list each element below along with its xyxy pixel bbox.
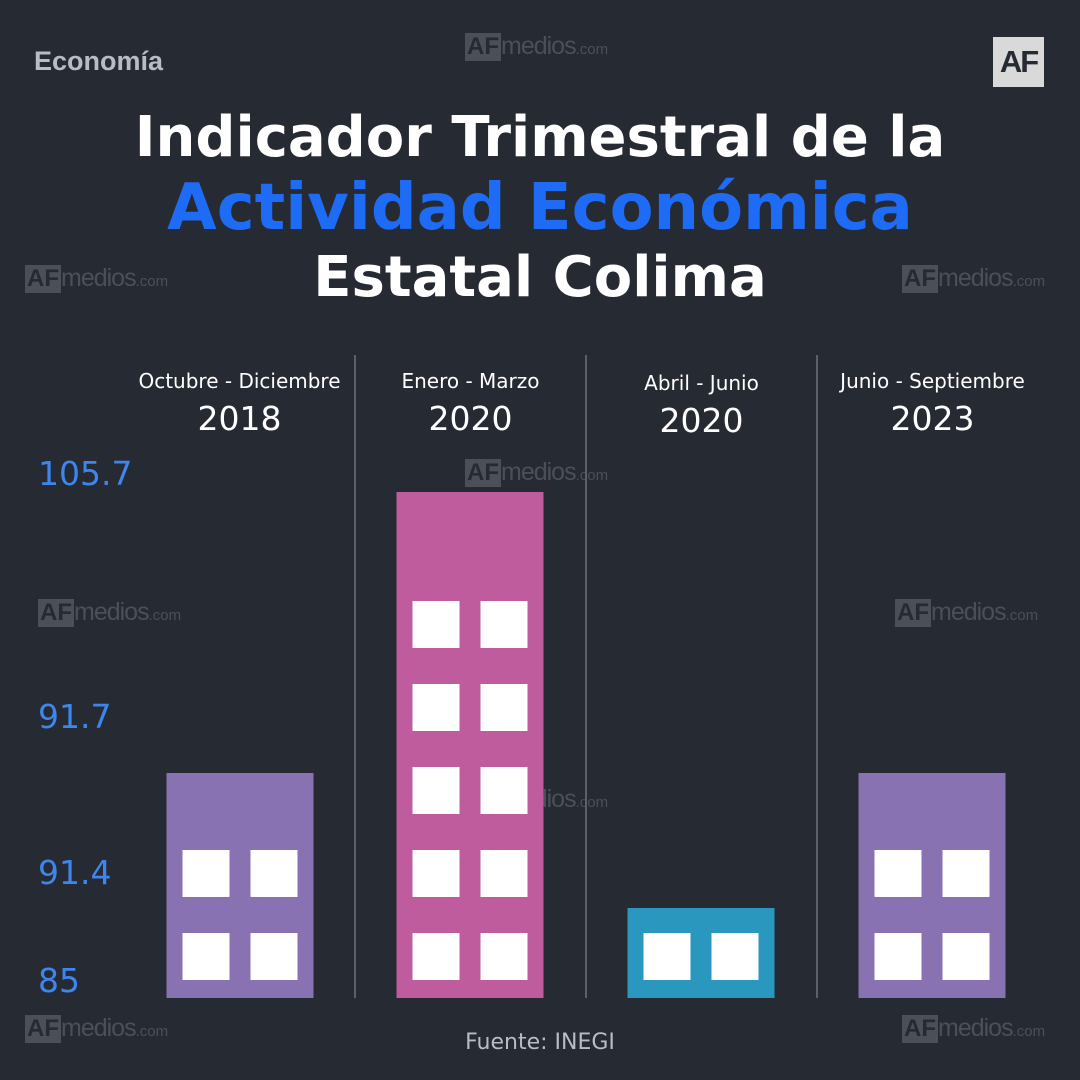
title-line-3: Estatal Colima	[313, 245, 767, 310]
watermark-com: .com	[148, 607, 182, 624]
bar-2020-2	[396, 492, 544, 998]
watermark-af: AF	[25, 1015, 61, 1043]
watermark-af: AF	[902, 265, 938, 293]
watermark: AFmedios.com	[38, 598, 181, 627]
watermark: AFmedios.com	[902, 1014, 1045, 1043]
bar-window	[480, 850, 528, 897]
bar-window	[182, 850, 230, 897]
column-year: 2023	[890, 399, 975, 438]
bar-window	[412, 601, 460, 648]
column-period: Enero - Marzo	[401, 369, 540, 393]
title-line-1: Indicador Trimestral de la	[134, 105, 946, 170]
bar-window	[711, 933, 759, 980]
watermark: AFmedios.com	[895, 598, 1038, 627]
y-tick-label: 85	[38, 961, 80, 1000]
watermark-com: .com	[575, 467, 609, 484]
watermark-com: .com	[1012, 1023, 1046, 1040]
watermark-af: AF	[465, 459, 501, 487]
column-label: Abril - Junio 2020	[586, 371, 817, 441]
column-period: Junio - Septiembre	[840, 369, 1025, 393]
watermark: AFmedios.com	[465, 32, 608, 61]
bar-window	[480, 684, 528, 731]
watermark: AFmedios.com	[25, 1014, 168, 1043]
watermark-medios: medios	[61, 264, 137, 292]
bar-window	[412, 933, 460, 980]
watermark: AFmedios.com	[25, 264, 168, 293]
column-period: Octubre - Diciembre	[138, 369, 341, 393]
watermark-com: .com	[575, 794, 609, 811]
watermark-com: .com	[1005, 607, 1039, 624]
bar-window	[942, 933, 990, 980]
watermark-medios: medios	[501, 458, 577, 486]
bar-window	[412, 850, 460, 897]
watermark-com: .com	[1012, 273, 1046, 290]
watermark: AFmedios.com	[902, 264, 1045, 293]
watermark-af: AF	[895, 599, 931, 627]
title-line-2: Actividad Económica	[167, 171, 913, 245]
y-tick-label: 91.4	[38, 853, 112, 892]
y-tick-label: 91.7	[38, 697, 112, 736]
column-divider	[585, 355, 587, 998]
bar-window	[942, 850, 990, 897]
watermark-com: .com	[135, 273, 169, 290]
bar-window	[250, 850, 298, 897]
watermark-medios: medios	[61, 1014, 137, 1042]
bar-window	[250, 933, 298, 980]
y-tick-label: 105.7	[38, 454, 133, 493]
watermark-medios: medios	[938, 1014, 1014, 1042]
bar-window	[643, 933, 691, 980]
column-year: 2020	[659, 401, 744, 440]
bar-window	[412, 684, 460, 731]
column-year: 2018	[197, 399, 282, 438]
bar-window	[874, 850, 922, 897]
bar-window	[480, 767, 528, 814]
watermark-medios: medios	[931, 598, 1007, 626]
column-year: 2020	[428, 399, 513, 438]
column-period: Abril - Junio	[644, 371, 759, 395]
watermark-com: .com	[575, 41, 609, 58]
watermark-af: AF	[38, 599, 74, 627]
source-note: Fuente: INEGI	[465, 1030, 615, 1055]
column-label: Junio - Septiembre 2023	[817, 369, 1048, 439]
bar-window	[480, 933, 528, 980]
watermark-af: AF	[902, 1015, 938, 1043]
column-label: Enero - Marzo 2020	[355, 369, 586, 439]
bar-window	[874, 933, 922, 980]
watermark-medios: medios	[501, 32, 577, 60]
bar-window	[182, 933, 230, 980]
column-divider	[816, 355, 818, 998]
column-label: Octubre - Diciembre 2018	[124, 369, 355, 439]
watermark-medios: medios	[74, 598, 150, 626]
bar-window	[412, 767, 460, 814]
watermark-af: AF	[25, 265, 61, 293]
watermark-com: .com	[135, 1023, 169, 1040]
bar-window	[480, 601, 528, 648]
column-divider	[354, 355, 356, 998]
section-label: Economía	[34, 46, 164, 76]
watermark-medios: medios	[938, 264, 1014, 292]
watermark-af: AF	[465, 33, 501, 61]
watermark: AFmedios.com	[465, 458, 608, 487]
af-logo: AF	[993, 37, 1044, 87]
